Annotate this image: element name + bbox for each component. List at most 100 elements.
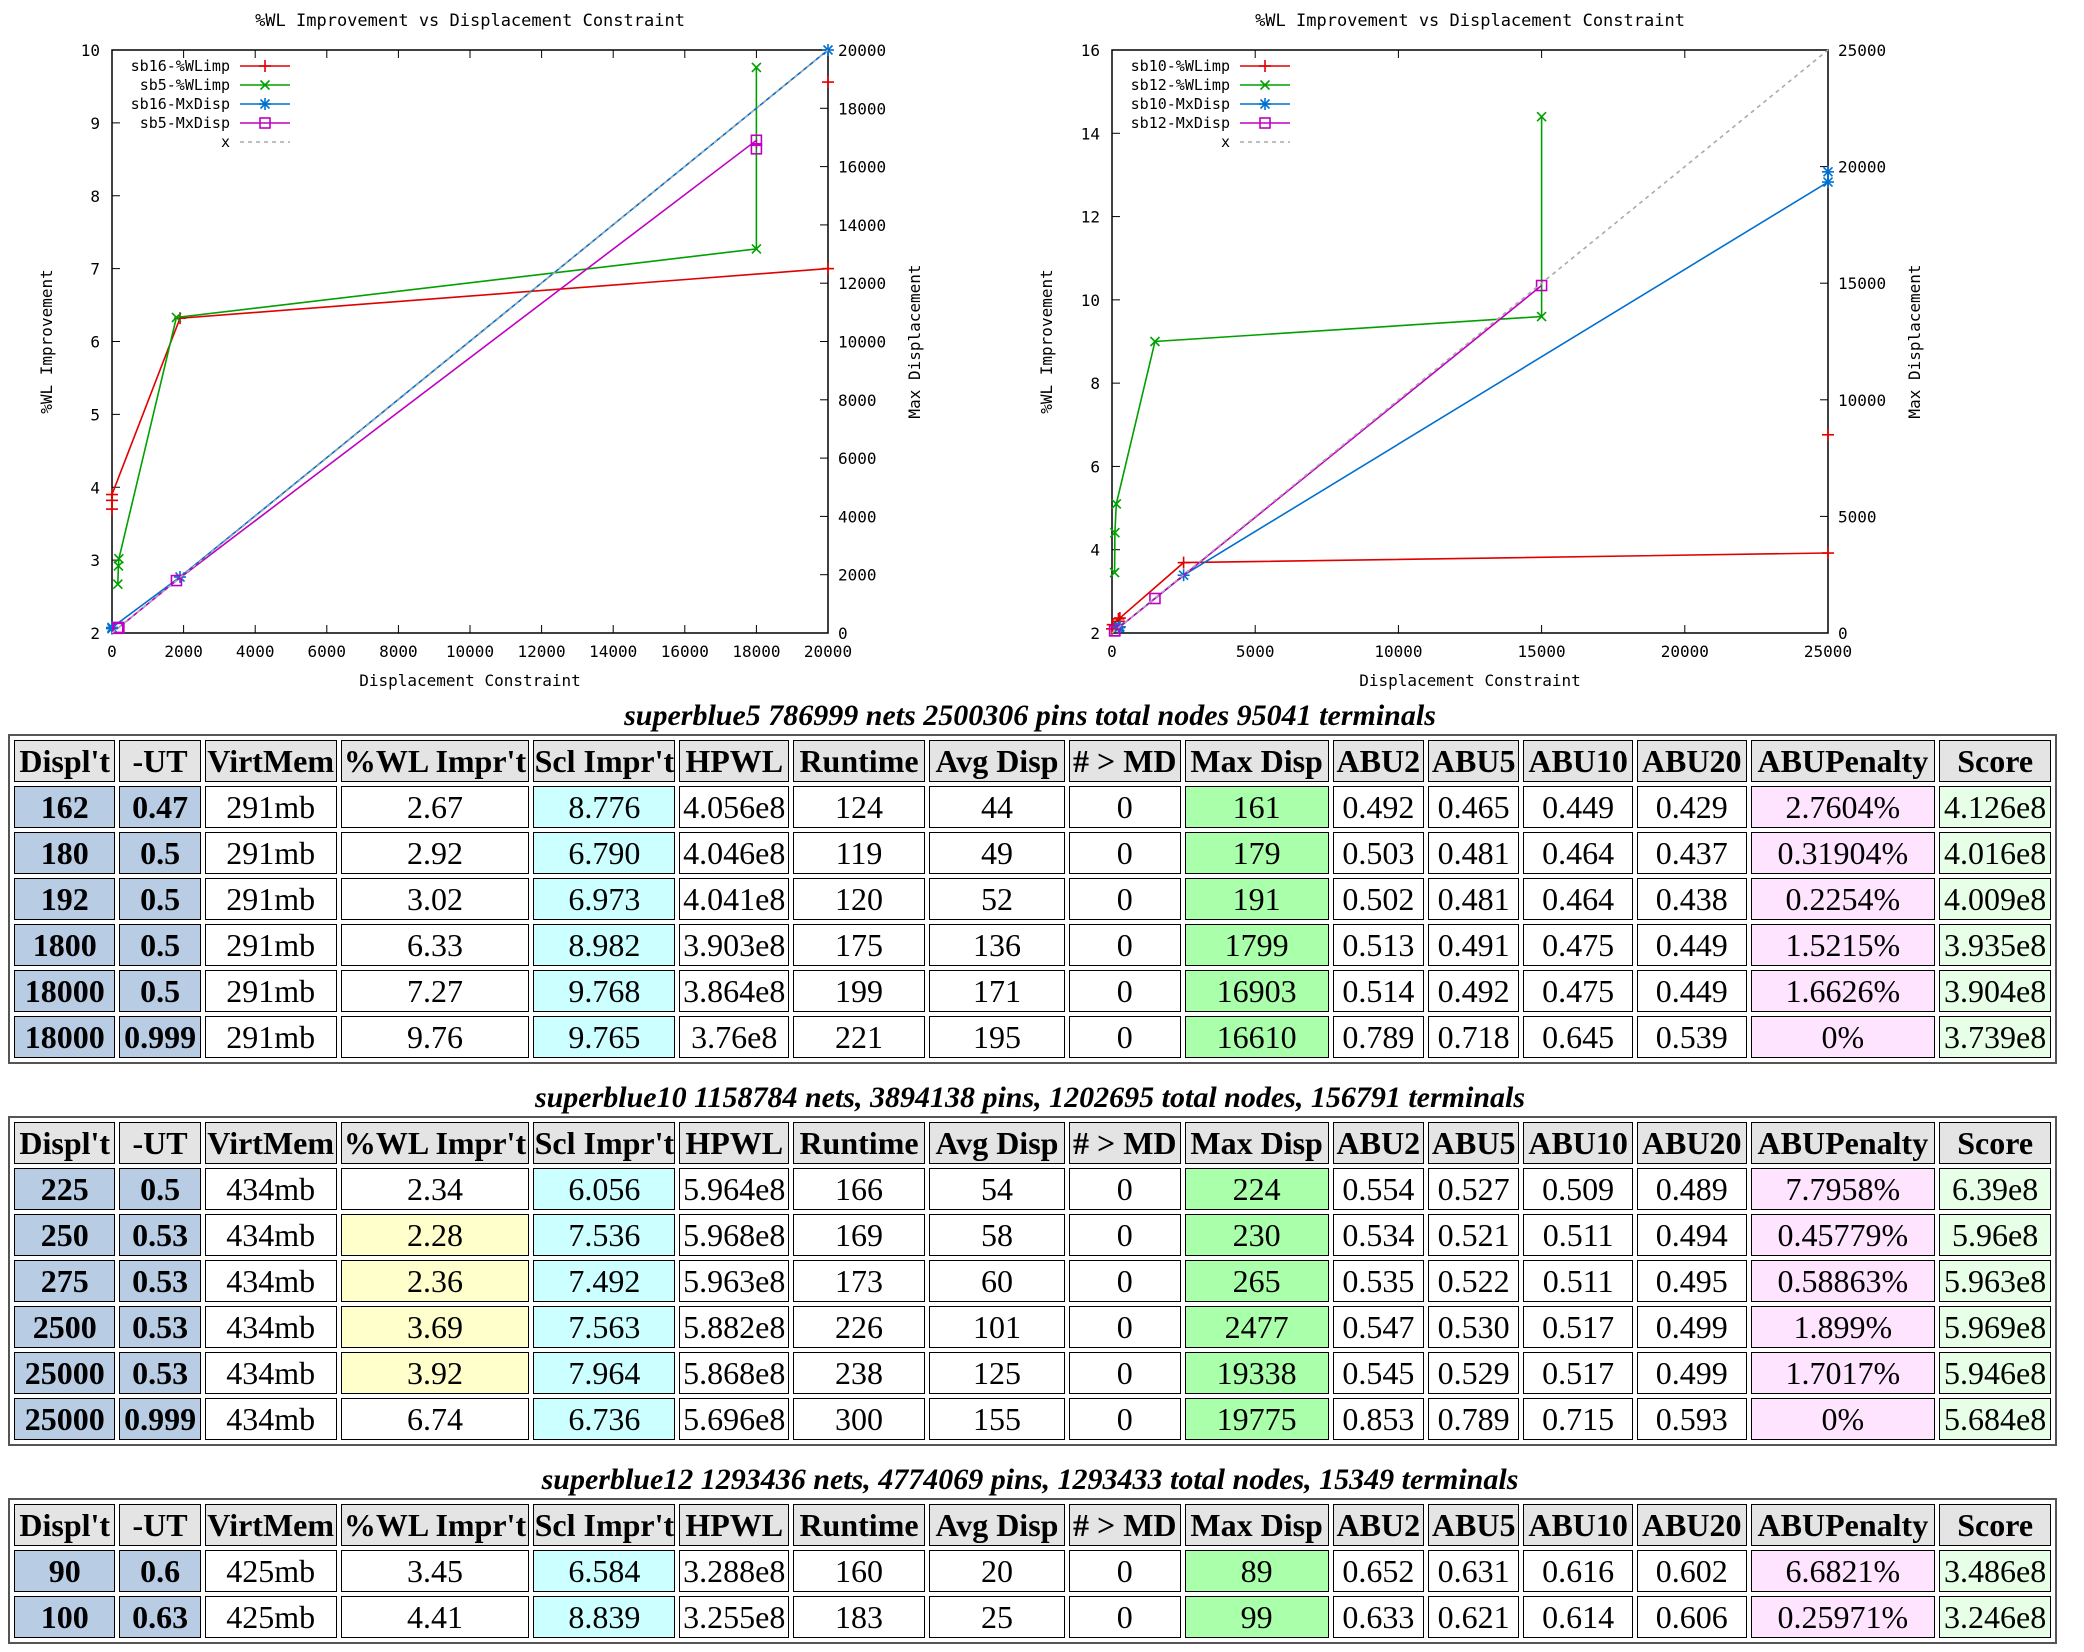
chart0-y2tick-label: 14000 — [838, 216, 886, 235]
table-cell: 0.529 — [1428, 1352, 1520, 1394]
column-header: VirtMem — [204, 740, 337, 782]
table-cell: 1.899% — [1750, 1306, 1936, 1348]
table-cell: 192 — [14, 878, 116, 920]
table-cell: 2477 — [1184, 1306, 1329, 1348]
table-cell: 2.67 — [340, 786, 530, 828]
table-cell: 1.5215% — [1750, 924, 1936, 966]
table-cell: 0.614 — [1523, 1596, 1633, 1638]
chart0-y2tick-label: 18000 — [838, 99, 886, 118]
column-header: ABUPenalty — [1750, 1504, 1936, 1546]
chart0-data-point — [750, 143, 763, 155]
table-cell: 7.563 — [533, 1306, 676, 1348]
table-cell: 16903 — [1184, 970, 1329, 1012]
column-header: %WL Impr't — [340, 1122, 530, 1164]
table-cell: 19338 — [1184, 1352, 1329, 1394]
table-cell: 5.968e8 — [679, 1214, 790, 1256]
table-cell: 1.7017% — [1750, 1352, 1936, 1394]
chart0-data-point — [113, 621, 125, 634]
chart0-y2tick-label: 10000 — [838, 333, 886, 352]
table-cell: 0.547 — [1332, 1306, 1424, 1348]
chart0-legend-label: sb16-%WLimp — [131, 57, 230, 75]
table-cell: 0.499 — [1636, 1306, 1747, 1348]
chart0-xtick-label: 8000 — [379, 642, 418, 661]
chart1-series-sb10-wlimp — [1106, 547, 1834, 635]
table-cell: 0.514 — [1332, 970, 1424, 1012]
column-header: %WL Impr't — [340, 740, 530, 782]
table-cell: 155 — [928, 1398, 1065, 1440]
chart1-y2tick-label: 0 — [1838, 624, 1848, 643]
table-cell: 0.25971% — [1750, 1596, 1936, 1638]
chart0-legend-marker — [259, 79, 271, 91]
column-header: ABU2 — [1332, 1504, 1424, 1546]
chart1-y2tick-label: 25000 — [1838, 41, 1886, 60]
table-cell: 0 — [1068, 1306, 1181, 1348]
table-cell: 5.963e8 — [1939, 1260, 2051, 1302]
chart0-xtick-label: 6000 — [308, 642, 347, 661]
table-cell: 180 — [14, 832, 116, 874]
column-header: Scl Impr't — [533, 1504, 676, 1546]
table-cell: 0 — [1068, 1016, 1181, 1058]
chart1-legend-label: sb12-MxDisp — [1131, 114, 1230, 132]
chart0-xtick-label: 2000 — [164, 642, 203, 661]
table-cell: 0.645 — [1523, 1016, 1633, 1058]
chart1-data-point — [1177, 556, 1190, 569]
table-row: 90 0.6 425mb 3.45 6.584 3.288e8 160 20 0 89 0.652 0… — [14, 1550, 2051, 1592]
column-header: ABU5 — [1428, 740, 1520, 782]
table-cell: 0% — [1750, 1398, 1936, 1440]
table-cell: 0 — [1068, 1260, 1181, 1302]
table-cell: 434mb — [204, 1306, 337, 1348]
table-cell: 99 — [1184, 1596, 1329, 1638]
chart1-title: %WL Improvement vs Displacement Constrai… — [1255, 11, 1685, 31]
chart0-legend-label: sb16-MxDisp — [131, 95, 230, 113]
chart1-data-point — [1822, 165, 1834, 178]
chart1-legend-marker — [1259, 117, 1271, 129]
superblue10-title: superblue10 1158784 nets, 3894138 pins, … — [534, 1081, 1526, 1114]
column-header: ABUPenalty — [1750, 1122, 1936, 1164]
chart0-data-point — [750, 134, 763, 147]
table-cell: 4.056e8 — [679, 786, 790, 828]
column-header: HPWL — [679, 1122, 790, 1164]
table-cell: 0.652 — [1332, 1550, 1424, 1592]
table-cell: 0.511 — [1523, 1260, 1633, 1302]
chart1-xtick-label: 15000 — [1518, 642, 1566, 661]
chart0-ytick-label: 3 — [90, 551, 100, 570]
table-cell: 0.58863% — [1750, 1260, 1936, 1302]
table-cell: 3.486e8 — [1939, 1550, 2051, 1592]
chart0-title: %WL Improvement vs Displacement Constrai… — [255, 11, 685, 31]
table-cell: 0.511 — [1523, 1214, 1633, 1256]
table-cell: 0.53 — [119, 1214, 201, 1256]
table-cell: 100 — [14, 1596, 116, 1638]
table-cell: 2500 — [14, 1306, 116, 1348]
table-row: 275 0.53 434mb 2.36 7.492 5.963e8 173 60 0 265 0.5… — [14, 1260, 2051, 1302]
chart0-edge-marker — [822, 76, 834, 89]
table-header-row: Displ't -UT VirtMem %WL Impr't Scl Impr't HPW… — [14, 1504, 2051, 1546]
chart0-xtick-label: 16000 — [661, 642, 709, 661]
table-cell: 0.999 — [119, 1398, 201, 1440]
table-cell: 291mb — [204, 832, 337, 874]
table-cell: 0 — [1068, 1168, 1181, 1210]
table-cell: 0.475 — [1523, 970, 1633, 1012]
table-cell: 4.009e8 — [1939, 878, 2051, 920]
table-cell: 0.494 — [1636, 1214, 1747, 1256]
table-cell: 0.616 — [1523, 1550, 1633, 1592]
column-header: ABU10 — [1523, 740, 1633, 782]
column-header: -UT — [119, 1122, 201, 1164]
table-cell: 0.606 — [1636, 1596, 1747, 1638]
column-header: ABU20 — [1636, 740, 1747, 782]
chart0-xtick-label: 20000 — [804, 642, 852, 661]
table-cell: 4.046e8 — [679, 832, 790, 874]
table-cell: 5.868e8 — [679, 1352, 790, 1394]
column-header: ABU10 — [1523, 1504, 1633, 1546]
chart1-series-line — [1118, 171, 1829, 629]
table-cell: 0.53 — [119, 1306, 201, 1348]
table-cell: 0.492 — [1332, 786, 1424, 828]
table-cell: 0.521 — [1428, 1214, 1520, 1256]
table-cell: 4.016e8 — [1939, 832, 2051, 874]
table-cell: 434mb — [204, 1260, 337, 1302]
table-cell: 8.982 — [533, 924, 676, 966]
chart1-data-point — [1536, 311, 1547, 322]
table-cell: 3.739e8 — [1939, 1016, 2051, 1058]
table-cell: 5.963e8 — [679, 1260, 790, 1302]
table-cell: 0.5 — [119, 1168, 201, 1210]
table-cell: 0.999 — [119, 1016, 201, 1058]
